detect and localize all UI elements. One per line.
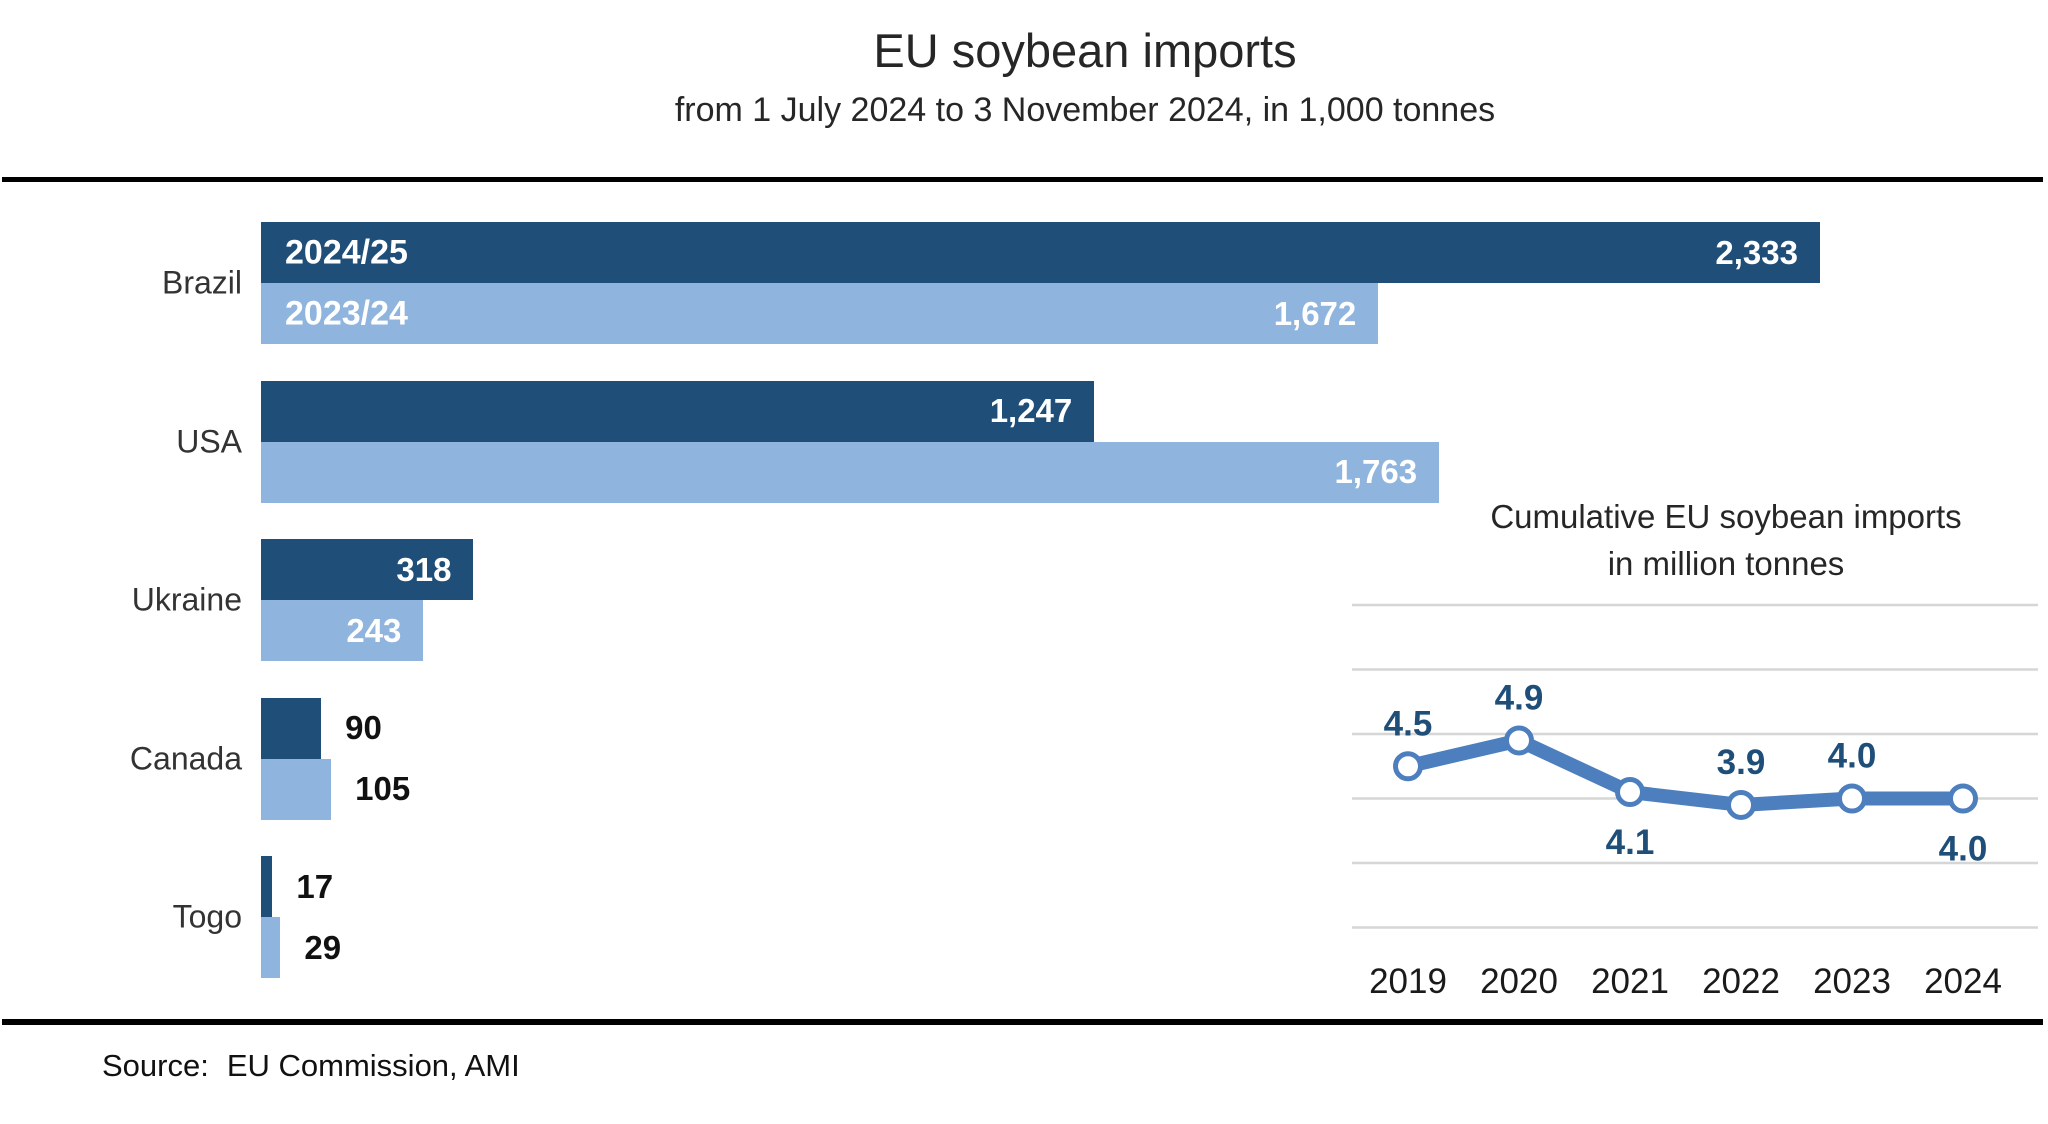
cumulative-imports-line xyxy=(1401,733,1970,812)
inset-title-line1: Cumulative EU soybean imports xyxy=(1490,498,1962,535)
source-note: Source: EU Commission, AMI xyxy=(102,1048,520,1084)
category-label-brazil: Brazil xyxy=(161,264,242,301)
x-axis-label-2022: 2022 xyxy=(1702,962,1780,1001)
bar-togo-2024-25: 17 xyxy=(261,856,333,917)
data-point-label-2022: 3.9 xyxy=(1717,743,1766,782)
bar-usa-2024-25: 1,247 xyxy=(261,380,1095,442)
category-label-canada: Canada xyxy=(129,740,242,776)
value-label-ukraine-2024-25: 318 xyxy=(396,550,452,588)
bar-canada-2023-24: 105 xyxy=(261,758,410,820)
bar-brazil-2024-25: 2024/25 2,333 xyxy=(261,222,1820,283)
bar-usa-2023-24: 1,763 xyxy=(261,441,1440,503)
x-axis-label-2019: 2019 xyxy=(1369,962,1447,1001)
data-point-label-2024: 4.0 xyxy=(1939,830,1988,869)
page-subtitle: from 1 July 2024 to 3 November 2024, in … xyxy=(674,90,1496,129)
bar-brazil-2023-24: 2023/24 1,672 xyxy=(261,283,1379,344)
category-label-ukraine: Ukraine xyxy=(131,581,242,618)
inset-line-chart: 4.5 2019 4.9 2020 4.1 2021 3.9 2022 4.0 2023 4.0 20… xyxy=(1352,603,2038,1001)
value-label-brazil-2024-25: 2,333 xyxy=(1715,233,1798,271)
value-label-togo-2023-24: 29 xyxy=(304,928,342,966)
value-label-ukraine-2023-24: 243 xyxy=(346,611,402,649)
value-label-canada-2024-25: 90 xyxy=(345,709,382,746)
bar-ukraine-2024-25: 318 xyxy=(261,539,474,600)
data-point-marker-2021 xyxy=(1615,777,1645,808)
bar-ukraine-2023-24: 243 xyxy=(261,600,424,661)
data-point-marker-2023 xyxy=(1837,783,1867,814)
x-axis-label-2021: 2021 xyxy=(1591,962,1669,1001)
source-value: EU Commission, AMI xyxy=(226,1048,520,1083)
data-point-marker-2020 xyxy=(1504,725,1534,756)
top-divider-rule xyxy=(2,177,2043,182)
x-axis-label-2023: 2023 xyxy=(1813,962,1891,1001)
bottom-divider-rule xyxy=(2,1019,2043,1025)
data-point-label-2020: 4.9 xyxy=(1495,678,1544,717)
series-label-2023-24: 2023/24 xyxy=(285,294,408,332)
bar-togo-2023-24: 29 xyxy=(261,917,341,978)
series-label-2024-25: 2024/25 xyxy=(285,233,408,271)
chart-heading: EU soybean imports from 1 July 2024 to 3… xyxy=(0,22,2048,130)
x-axis-label-2024: 2024 xyxy=(1924,962,2002,1001)
value-label-togo-2024-25: 17 xyxy=(296,867,334,905)
value-label-canada-2023-24: 105 xyxy=(355,770,411,807)
category-label-usa: USA xyxy=(176,423,242,459)
value-label-usa-2024-25: 1,247 xyxy=(989,392,1073,429)
value-label-brazil-2023-24: 1,672 xyxy=(1273,294,1357,332)
data-point-marker-2024 xyxy=(1948,783,1978,814)
inset-chart-title: Cumulative EU soybean imports in million… xyxy=(1408,494,2044,588)
data-point-label-2023: 4.0 xyxy=(1828,737,1877,776)
data-point-marker-2022 xyxy=(1726,789,1756,820)
page-title: EU soybean imports xyxy=(873,24,1297,77)
data-point-label-2019: 4.5 xyxy=(1384,704,1433,743)
category-label-togo: Togo xyxy=(172,898,242,935)
x-axis-label-2020: 2020 xyxy=(1480,962,1558,1001)
source-label: Source: xyxy=(102,1048,209,1083)
bar-canada-2024-25: 90 xyxy=(261,697,382,759)
data-point-label-2021: 4.1 xyxy=(1606,823,1655,862)
value-label-usa-2023-24: 1,763 xyxy=(1334,453,1418,490)
inset-title-line2: in million tonnes xyxy=(1607,544,1845,582)
data-point-marker-2019 xyxy=(1393,751,1423,782)
